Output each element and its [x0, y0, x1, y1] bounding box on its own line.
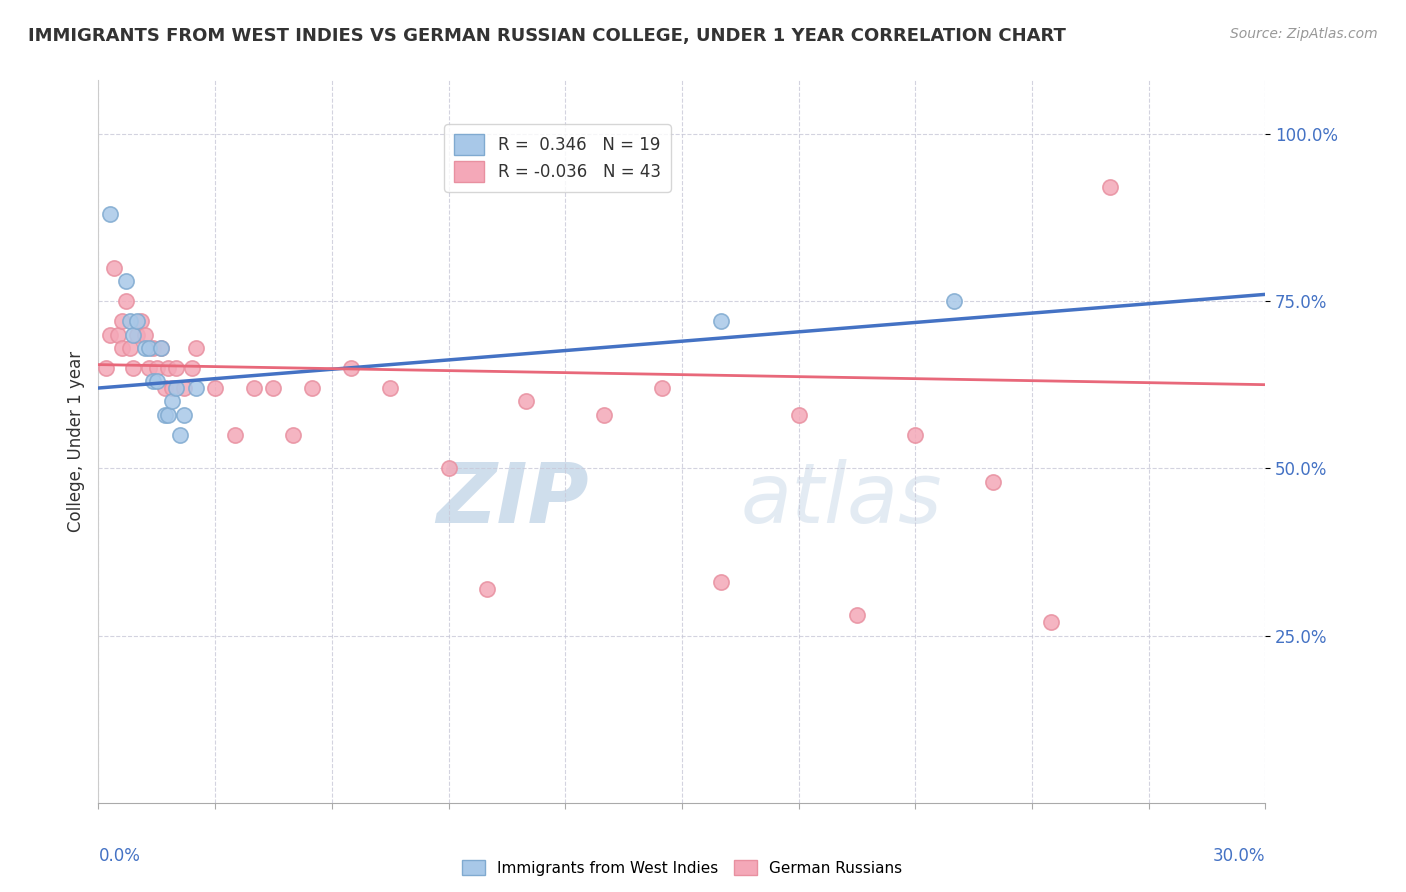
Point [122, 327, 145, 342]
Point [107, 327, 129, 342]
Point [111, 341, 134, 355]
Point [262, 381, 284, 395]
Point [165, 361, 187, 376]
Point [111, 314, 134, 328]
Point [162, 394, 184, 409]
Point [380, 381, 402, 395]
Point [157, 361, 180, 376]
Point [593, 408, 616, 422]
Point [437, 461, 460, 475]
Point [224, 427, 246, 442]
Point [98, 327, 121, 342]
Point [162, 381, 184, 395]
Point [149, 341, 172, 355]
Point [127, 314, 149, 328]
Point [138, 341, 160, 355]
Point [142, 375, 165, 389]
Point [180, 361, 202, 376]
Point [301, 381, 323, 395]
Point [787, 408, 810, 422]
Point [169, 427, 191, 442]
Text: atlas: atlas [741, 458, 942, 540]
Point [98, 207, 121, 221]
Point [710, 314, 733, 328]
Text: 0.0%: 0.0% [98, 847, 141, 865]
Point [157, 408, 180, 422]
Point [173, 408, 195, 422]
Point [103, 260, 125, 275]
Point [149, 341, 172, 355]
Point [477, 582, 499, 596]
Point [204, 381, 226, 395]
Point [146, 361, 169, 376]
Point [142, 341, 165, 355]
Point [981, 475, 1004, 489]
Point [165, 381, 187, 395]
Point [846, 608, 869, 623]
Point [710, 575, 733, 590]
Point [127, 327, 149, 342]
Point [146, 375, 169, 389]
Text: IMMIGRANTS FROM WEST INDIES VS GERMAN RUSSIAN COLLEGE, UNDER 1 YEAR CORRELATION : IMMIGRANTS FROM WEST INDIES VS GERMAN RU… [28, 27, 1066, 45]
Point [904, 427, 927, 442]
Point [243, 381, 266, 395]
Point [281, 427, 304, 442]
Text: ZIP: ZIP [436, 458, 589, 540]
Legend: Immigrants from West Indies, German Russians: Immigrants from West Indies, German Russ… [456, 854, 908, 882]
Point [153, 381, 176, 395]
Point [134, 327, 156, 342]
Point [138, 361, 160, 376]
Point [122, 361, 145, 376]
Point [340, 361, 363, 376]
Point [96, 361, 118, 376]
Point [1098, 180, 1121, 194]
Point [114, 294, 136, 309]
Point [118, 341, 141, 355]
Point [173, 381, 195, 395]
Text: 30.0%: 30.0% [1213, 847, 1265, 865]
Point [129, 314, 152, 328]
Point [134, 341, 156, 355]
Point [1040, 615, 1063, 630]
Point [651, 381, 673, 395]
Y-axis label: College, Under 1 year: College, Under 1 year [66, 351, 84, 533]
Point [118, 314, 141, 328]
Point [184, 381, 207, 395]
Point [114, 274, 136, 288]
Point [943, 294, 966, 309]
Text: Source: ZipAtlas.com: Source: ZipAtlas.com [1230, 27, 1378, 41]
Point [515, 394, 537, 409]
Point [153, 408, 176, 422]
Point [184, 341, 207, 355]
